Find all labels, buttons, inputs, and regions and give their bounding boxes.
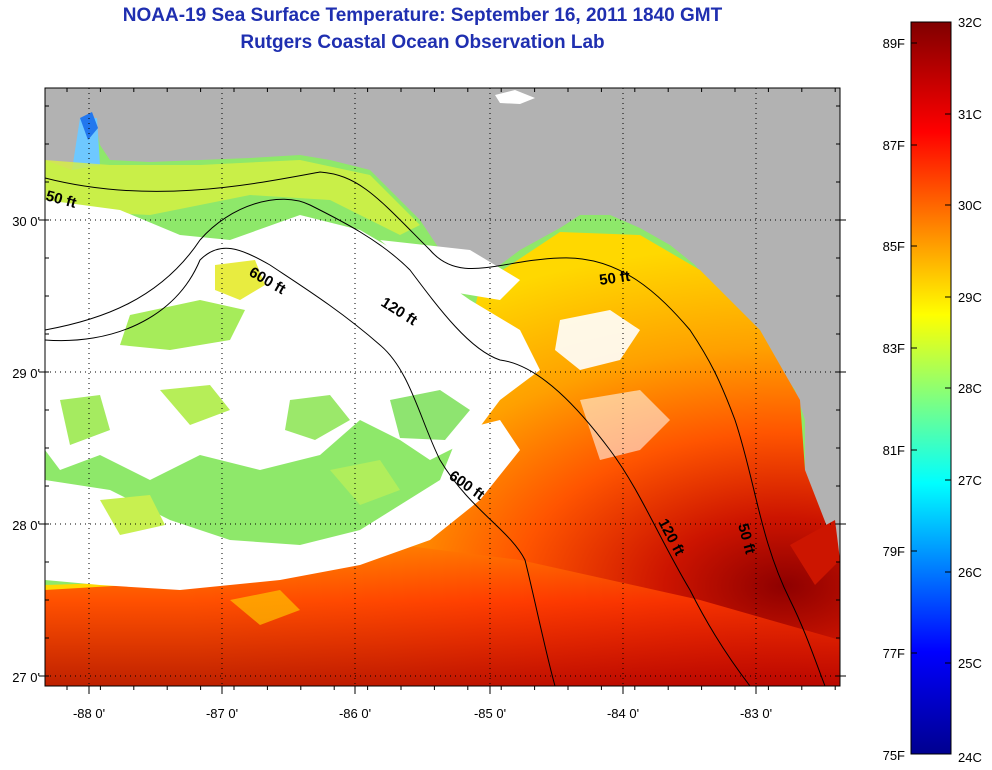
- cb-label-89f: 89F: [883, 36, 905, 51]
- lon-label-88: -88 0': [73, 706, 105, 721]
- cb-label-31c: 31C: [958, 107, 982, 122]
- land-mass: [45, 88, 840, 560]
- lon-label-87: -87 0': [206, 706, 238, 721]
- cb-label-24c: 24C: [958, 750, 982, 765]
- lat-label-29: 29 0': [12, 366, 40, 381]
- contour-600ft: [45, 247, 556, 686]
- cb-label-79f: 79F: [883, 544, 905, 559]
- nearshore-band: [45, 160, 420, 235]
- cb-label-27c: 27C: [958, 473, 982, 488]
- map-border: [44, 87, 841, 687]
- cb-label-26c: 26C: [958, 565, 982, 580]
- lat-label-28: 28 0': [12, 518, 40, 533]
- map-frame-content: [45, 88, 840, 686]
- warm-water: [45, 232, 840, 686]
- cb-label-32c: 32C: [958, 15, 982, 30]
- colorbar-ticks: [911, 21, 951, 755]
- cb-label-85f: 85F: [883, 239, 905, 254]
- contour-120ft: [45, 198, 751, 686]
- cb-label-29c: 29C: [958, 290, 982, 305]
- cb-label-87f: 87F: [883, 138, 905, 153]
- contour-50ft: [45, 171, 826, 686]
- lat-label-27: 27 0': [12, 670, 40, 685]
- cb-label-30c: 30C: [958, 198, 982, 213]
- lon-label-83: -83 0': [740, 706, 772, 721]
- tampa-bay: [790, 520, 840, 585]
- cb-label-25c: 25C: [958, 656, 982, 671]
- lon-label-85: -85 0': [474, 706, 506, 721]
- cool-patches: [60, 260, 470, 625]
- colorbar: [910, 21, 952, 755]
- title-line-1: NOAA-19 Sea Surface Temperature: Septemb…: [122, 5, 723, 26]
- bay-cool-patch: [80, 112, 98, 140]
- cb-label-28c: 28C: [958, 381, 982, 396]
- cb-label-81f: 81F: [883, 443, 905, 458]
- lat-label-30: 30 0': [12, 214, 40, 229]
- cb-label-77f: 77F: [883, 646, 905, 661]
- cb-label-83f: 83F: [883, 341, 905, 356]
- lon-label-86: -86 0': [339, 706, 371, 721]
- cb-label-75f: 75F: [883, 748, 905, 763]
- lon-label-84: -84 0': [607, 706, 639, 721]
- axis-ticks: [39, 88, 846, 694]
- bathymetry-contours: [45, 171, 826, 686]
- title-line-2: Rutgers Coastal Ocean Observation Lab: [240, 32, 605, 53]
